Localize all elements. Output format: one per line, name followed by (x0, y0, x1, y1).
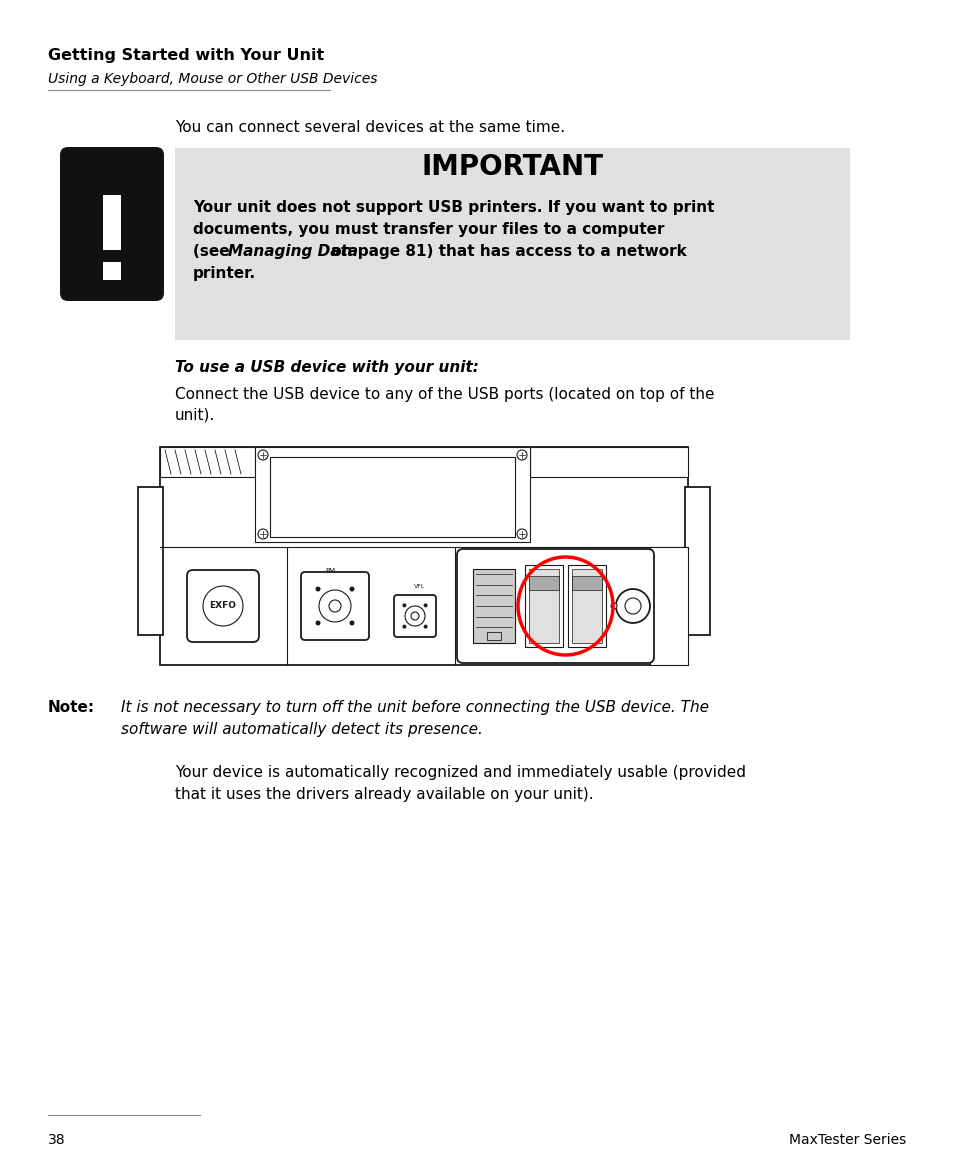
Text: It is not necessary to turn off the unit before connecting the USB device. The: It is not necessary to turn off the unit… (121, 700, 708, 715)
Text: unit).: unit). (174, 408, 215, 423)
Circle shape (610, 603, 617, 608)
Text: IMPORTANT: IMPORTANT (421, 153, 603, 181)
Bar (529, 569, 558, 643)
Text: PM: PM (325, 568, 335, 574)
Bar (529, 576, 558, 590)
Circle shape (517, 529, 526, 539)
Text: Using a Keyboard, Mouse or Other USB Devices: Using a Keyboard, Mouse or Other USB Dev… (48, 72, 377, 86)
Bar (524, 564, 562, 647)
Bar (160, 447, 254, 478)
FancyBboxPatch shape (60, 147, 164, 301)
Bar (160, 447, 687, 665)
Text: Your unit does not support USB printers. If you want to print: Your unit does not support USB printers.… (193, 201, 714, 216)
Circle shape (203, 586, 243, 626)
Circle shape (402, 625, 406, 628)
Text: software will automatically detect its presence.: software will automatically detect its p… (121, 722, 482, 737)
Bar (486, 632, 500, 640)
FancyBboxPatch shape (187, 570, 258, 642)
Text: on page 81) that has access to a network: on page 81) that has access to a network (326, 245, 686, 258)
Circle shape (318, 590, 351, 622)
Circle shape (349, 620, 355, 626)
Text: (see: (see (193, 245, 234, 258)
Bar (649, 547, 687, 665)
Circle shape (329, 600, 340, 612)
Circle shape (257, 529, 268, 539)
Circle shape (315, 620, 320, 626)
Bar (138, 487, 163, 635)
Circle shape (402, 604, 406, 607)
Text: Connect the USB device to any of the USB ports (located on top of the: Connect the USB device to any of the USB… (174, 387, 714, 402)
Text: that it uses the drivers already available on your unit).: that it uses the drivers already availab… (174, 787, 593, 802)
Circle shape (349, 586, 355, 591)
Text: 38: 38 (48, 1134, 66, 1147)
Circle shape (423, 625, 427, 628)
Bar (572, 569, 601, 643)
FancyBboxPatch shape (394, 595, 436, 637)
Text: MaxTester Series: MaxTester Series (788, 1134, 905, 1147)
Circle shape (423, 604, 427, 607)
Text: EXFO: EXFO (210, 602, 236, 611)
Bar (530, 447, 687, 478)
Circle shape (257, 450, 268, 460)
Circle shape (624, 598, 640, 614)
Text: Your device is automatically recognized and immediately usable (provided: Your device is automatically recognized … (174, 765, 745, 780)
Bar (473, 569, 515, 643)
Text: Getting Started with Your Unit: Getting Started with Your Unit (48, 48, 324, 63)
Text: You can connect several devices at the same time.: You can connect several devices at the s… (174, 121, 564, 134)
Circle shape (315, 586, 320, 591)
FancyBboxPatch shape (456, 549, 654, 663)
Text: To use a USB device with your unit:: To use a USB device with your unit: (174, 360, 478, 376)
Circle shape (405, 606, 424, 626)
Bar (254, 447, 530, 542)
Circle shape (517, 450, 526, 460)
Bar (270, 457, 515, 537)
Text: Note:: Note: (48, 700, 95, 715)
Text: Managing Data: Managing Data (228, 245, 357, 258)
Bar (103, 195, 121, 250)
Bar (103, 262, 121, 280)
FancyBboxPatch shape (301, 573, 369, 640)
Text: VFL: VFL (414, 583, 425, 589)
Circle shape (616, 589, 649, 624)
Circle shape (411, 612, 418, 620)
Text: printer.: printer. (193, 267, 255, 280)
Bar (572, 576, 601, 590)
Text: documents, you must transfer your files to a computer: documents, you must transfer your files … (193, 223, 664, 236)
Bar (174, 148, 849, 340)
Bar (567, 564, 605, 647)
Bar (684, 487, 709, 635)
